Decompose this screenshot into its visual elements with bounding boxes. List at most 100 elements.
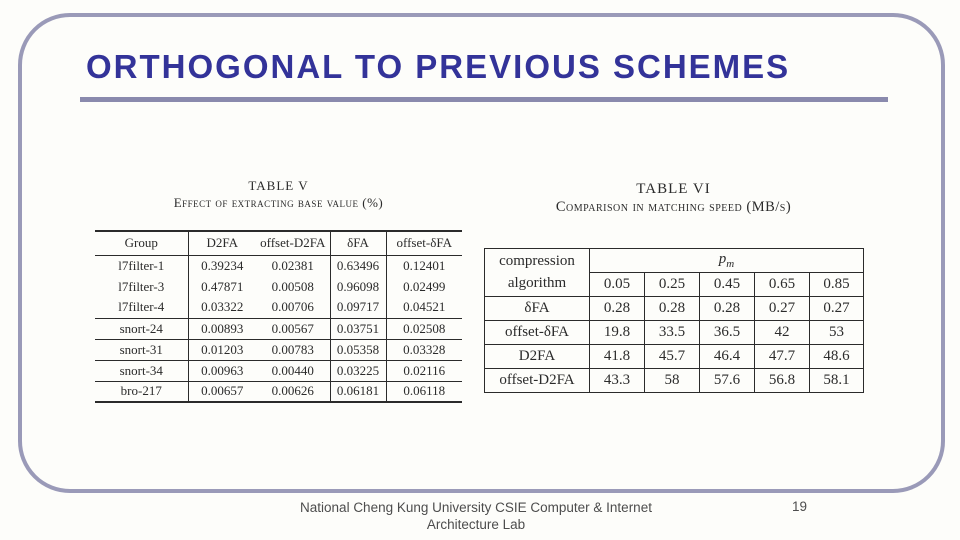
table-row: l7filter-3 0.47871 0.00508 0.96098 0.024… — [95, 276, 462, 297]
value-cell: 0.03328 — [403, 341, 446, 357]
table-row: offset-D2FA 43.3 58 57.6 56.8 58.1 — [484, 368, 865, 393]
value-cell: 0.27 — [754, 296, 810, 321]
value-cell: 58.1 — [808, 368, 865, 393]
value-cell: 57.6 — [699, 368, 755, 393]
group-cell: snort-24 — [95, 318, 189, 339]
table-row: l7filter-1 0.39234 0.02381 0.63496 0.124… — [95, 255, 462, 276]
header-line: compression — [499, 252, 575, 269]
value-cell: 0.63496 — [330, 255, 387, 276]
table-row: bro-217 0.00657 0.00626 0.06181 0.06118 — [95, 381, 462, 402]
value-cell: 0.00440 — [256, 360, 331, 381]
compression-algorithm-header-cell: compression algorithm — [484, 248, 590, 297]
value-cell: 0.96098 — [330, 276, 387, 297]
value-cell: 42 — [754, 320, 810, 345]
value-cell: 0.27 — [808, 296, 865, 321]
group-cell: snort-31 — [95, 339, 189, 360]
pm-subscript: m — [726, 258, 735, 270]
table-row: δFA 0.28 0.28 0.28 0.27 0.27 — [484, 296, 865, 321]
pm-value-header: 0.65 — [754, 272, 810, 297]
table-v-figure: TABLE V Effect of extracting base value … — [95, 178, 462, 403]
value-cell: 0.00657 — [201, 383, 244, 399]
value-cell: 0.02499 — [403, 278, 446, 294]
value-cell: 47.7 — [754, 344, 810, 369]
value-cell: 0.02116 — [403, 362, 446, 378]
group-cell: l7filter-4 — [95, 297, 189, 318]
table-vi: compression algorithm pm 0.05 0.25 0.45 … — [484, 248, 865, 393]
slide-title: ORTHOGONAL TO PREVIOUS SCHEMES — [86, 48, 791, 85]
algorithm-cell: offset-δFA — [484, 320, 590, 345]
value-cell: 0.09717 — [330, 297, 387, 318]
value-cell: 43.3 — [589, 368, 645, 393]
table-v-label: TABLE V — [248, 178, 309, 193]
table-row: snort-34 0.00963 0.00440 0.03225 0.02116 — [95, 360, 462, 381]
title-underline-rule — [80, 97, 888, 102]
table-row: l7filter-4 0.03322 0.00706 0.09717 0.045… — [95, 297, 462, 318]
table-v: Group D2FA offset-D2FA δFA offset-δFA l7… — [95, 230, 462, 403]
value-cell: 0.00783 — [256, 339, 331, 360]
value-cell: 48.6 — [808, 344, 865, 369]
algorithm-cell: D2FA — [484, 344, 590, 369]
table-row: snort-24 0.00893 0.00567 0.03751 0.02508 — [95, 318, 462, 339]
table-v-caption: Effect of extracting base value (%) — [173, 195, 384, 210]
table-vi-figure: TABLE VI Comparison in matching speed (M… — [484, 181, 865, 393]
value-cell: 0.00893 — [201, 320, 244, 336]
pm-variable: p — [718, 251, 727, 267]
table-row: offset-δFA 19.8 33.5 36.5 42 53 — [484, 320, 865, 345]
pm-value-header: 0.85 — [808, 272, 865, 297]
table-row: D2FA 41.8 45.7 46.4 47.7 48.6 — [484, 344, 865, 369]
value-cell: 56.8 — [754, 368, 810, 393]
footer-line-1: National Cheng Kung University CSIE Comp… — [300, 500, 652, 515]
table-vi-label: TABLE VI — [636, 181, 711, 197]
table-row: snort-31 0.01203 0.00783 0.05358 0.03328 — [95, 339, 462, 360]
pm-math-symbol: pm — [718, 251, 735, 270]
footer-credit: National Cheng Kung University CSIE Comp… — [176, 499, 776, 533]
value-cell: 19.8 — [589, 320, 645, 345]
table-v-col-header: offset-δFA — [396, 235, 452, 251]
value-cell: 0.39234 — [201, 257, 244, 273]
pm-value-header: 0.25 — [644, 272, 700, 297]
value-cell: 53 — [808, 320, 865, 345]
value-cell: 36.5 — [699, 320, 755, 345]
table-v-col-header: offset-D2FA — [256, 231, 331, 255]
value-cell: 0.03225 — [330, 360, 387, 381]
value-cell: 0.47871 — [201, 278, 244, 294]
value-cell: 0.02508 — [403, 320, 446, 336]
group-cell: l7filter-3 — [95, 276, 189, 297]
footer-line-2: Architecture Lab — [426, 517, 526, 532]
value-cell: 0.01203 — [201, 341, 244, 357]
pm-value-header: 0.05 — [589, 272, 645, 297]
value-cell: 33.5 — [644, 320, 700, 345]
value-cell: 0.00567 — [256, 318, 331, 339]
value-cell: 58 — [644, 368, 700, 393]
header-line: algorithm — [507, 274, 567, 291]
group-cell: l7filter-1 — [95, 255, 189, 276]
value-cell: 41.8 — [589, 344, 645, 369]
page-number: 19 — [792, 499, 808, 514]
value-cell: 0.12401 — [403, 257, 446, 273]
value-cell: 46.4 — [699, 344, 755, 369]
value-cell: 0.05358 — [330, 339, 387, 360]
value-cell: 0.00963 — [201, 362, 244, 378]
value-cell: 0.00508 — [256, 276, 331, 297]
pm-header-cell: pm — [588, 248, 865, 273]
table-v-col-header: δFA — [330, 231, 387, 255]
table-vi-header-row: compression algorithm pm — [484, 248, 865, 297]
value-cell: 0.00626 — [256, 381, 331, 402]
value-cell: 0.06181 — [330, 381, 387, 402]
table-vi-caption: Comparison in matching speed (MB/s) — [555, 199, 792, 215]
value-cell: 0.28 — [699, 296, 755, 321]
value-cell: 0.04521 — [403, 299, 446, 315]
group-cell: bro-217 — [95, 381, 189, 402]
table-v-col-header: D2FA — [206, 235, 239, 251]
table-v-header-row: Group D2FA offset-D2FA δFA offset-δFA — [95, 231, 462, 255]
value-cell: 0.03322 — [201, 299, 244, 315]
algorithm-cell: δFA — [484, 296, 590, 321]
value-cell: 0.02381 — [256, 255, 331, 276]
value-cell: 0.28 — [644, 296, 700, 321]
value-cell: 0.00706 — [256, 297, 331, 318]
slide-frame-border — [18, 13, 945, 493]
table-vi-subheader-row: 0.05 0.25 0.45 0.65 0.85 — [485, 272, 865, 297]
value-cell: 0.06118 — [403, 383, 446, 399]
value-cell: 45.7 — [644, 344, 700, 369]
